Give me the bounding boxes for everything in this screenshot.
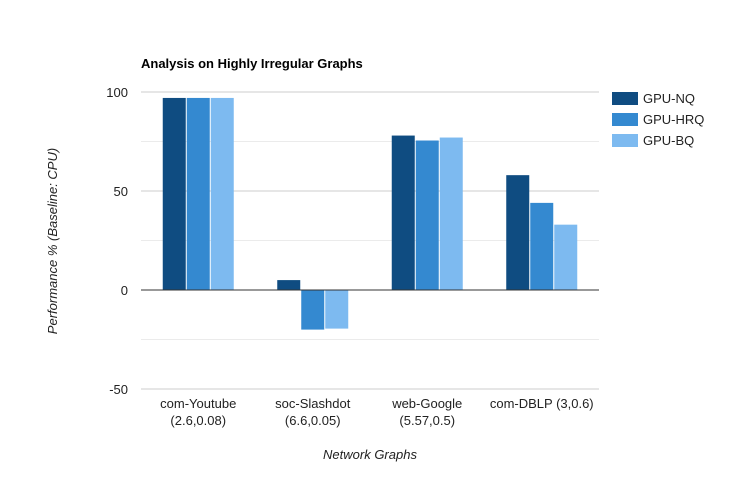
legend-label: GPU-BQ <box>643 133 694 148</box>
legend-label: GPU-NQ <box>643 91 695 106</box>
x-tick-label: web-Google (5.57,0.5) <box>391 396 462 428</box>
bar-gpu-bq <box>439 137 463 290</box>
bars <box>162 97 578 330</box>
bar-gpu-nq <box>391 135 415 290</box>
x-axis-title: Network Graphs <box>323 447 417 462</box>
legend: GPU-NQ GPU-HRQ GPU-BQ <box>612 91 704 148</box>
chart-title: Analysis on Highly Irregular Graphs <box>141 56 363 71</box>
bar-gpu-hrq <box>186 97 210 290</box>
x-axis-ticks: com-Youtube (2.6,0.08) soc-Slashdot (6.6,0.… <box>160 396 593 428</box>
bar-gpu-hrq <box>530 202 554 290</box>
bar-gpu-bq <box>325 290 349 329</box>
x-tick-label: com-Youtube (2.6,0.08) <box>160 396 236 428</box>
legend-swatch <box>612 92 638 105</box>
bar-gpu-hrq <box>415 140 439 290</box>
x-tick-label: com-DBLP (3,0.6) <box>490 396 594 411</box>
y-axis-ticks: -50 0 50 100 <box>106 85 128 397</box>
bar-gpu-bq <box>554 224 578 290</box>
bar-gpu-nq <box>506 175 530 290</box>
y-tick-label: 50 <box>114 184 128 199</box>
y-tick-label: 100 <box>106 85 128 100</box>
legend-swatch <box>612 134 638 147</box>
bar-gpu-bq <box>210 97 234 290</box>
legend-label: GPU-HRQ <box>643 112 704 127</box>
bar-gpu-nq <box>162 97 186 290</box>
x-tick-label: soc-Slashdot (6.6,0.05) <box>275 396 351 428</box>
legend-swatch <box>612 113 638 126</box>
y-axis-title: Performance % (Baseline: CPU) <box>45 148 60 334</box>
bar-gpu-hrq <box>301 290 325 330</box>
y-tick-label: 0 <box>121 283 128 298</box>
y-tick-label: -50 <box>109 382 128 397</box>
bar-gpu-nq <box>277 280 301 290</box>
